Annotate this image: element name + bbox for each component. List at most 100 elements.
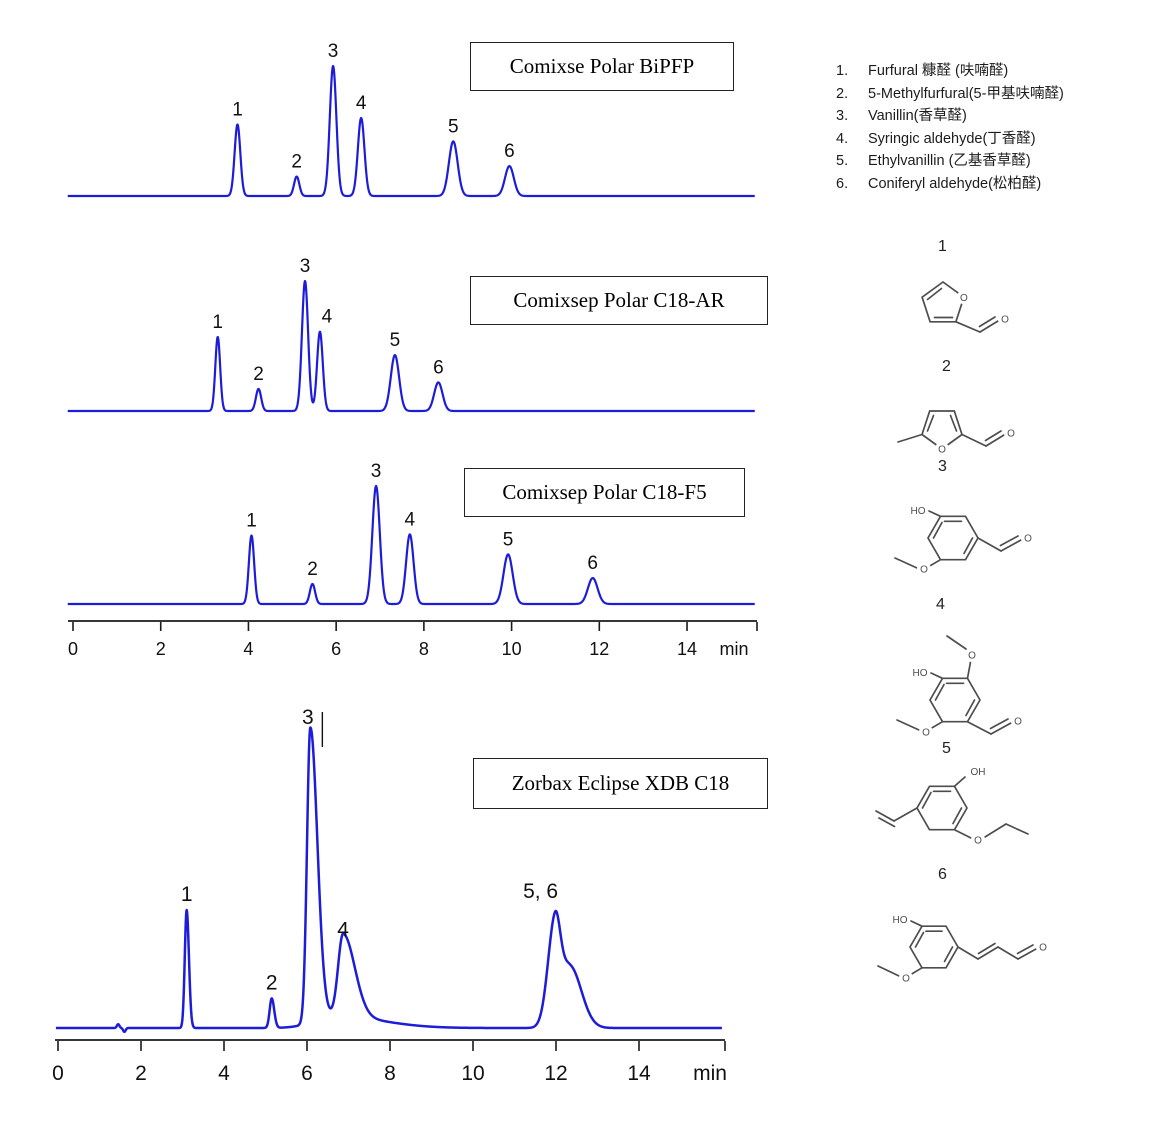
- structure-methylfurfural-drawing: O O: [880, 388, 1055, 473]
- peak-label: 6: [504, 141, 515, 162]
- svg-text:O: O: [1014, 717, 1022, 728]
- structure-syringic-aldehyde-drawing: O HO O O: [875, 622, 1060, 752]
- svg-text:O: O: [938, 445, 946, 456]
- svg-text:HO: HO: [913, 668, 928, 679]
- peak-label: 1: [212, 312, 223, 333]
- peak-label: 4: [405, 509, 416, 530]
- axis-tick-label: 10: [461, 1062, 484, 1085]
- peak-label: 2: [266, 972, 278, 995]
- svg-text:O: O: [968, 651, 976, 662]
- title-box-c18ar: Comixsep Polar C18-AR: [470, 276, 768, 325]
- svg-text:O: O: [1001, 315, 1009, 326]
- peak-label: 6: [587, 553, 598, 574]
- axis-tick-label: 6: [331, 639, 341, 659]
- svg-text:O: O: [974, 836, 982, 847]
- legend-item: 5. Ethylvanillin (乙基香草醛): [836, 150, 1166, 173]
- svg-text:HO: HO: [911, 506, 926, 517]
- axis-tick-label: 14: [677, 639, 697, 659]
- svg-text:O: O: [1039, 943, 1047, 954]
- column-title: Zorbax Eclipse XDB C18: [511, 771, 730, 795]
- chromatogram-panel-zorbax: 1 2 3 4 5, 6: [40, 700, 760, 1040]
- peak-label: 3: [328, 41, 339, 62]
- svg-text:OH: OH: [971, 767, 986, 778]
- time-axis-svg: 0 2 4 6 8 10 12 14 min: [68, 620, 758, 659]
- trace-line: [66, 279, 756, 413]
- legend-number: 1.: [836, 63, 849, 79]
- legend-number: 2.: [836, 85, 849, 102]
- legend-item: 6. Coniferyl aldehyde(松柏醛): [836, 173, 1166, 196]
- svg-text:HO: HO: [893, 915, 908, 926]
- syringic-aldehyde-icon: O HO O O: [896, 635, 1025, 739]
- column-title: Comixsep Polar C18-F5: [502, 480, 707, 504]
- legend-item: 2. 5-Methylfurfural(5-甲基呋喃醛): [836, 83, 1166, 106]
- structure-vanillin-drawing: HO O O: [875, 488, 1060, 593]
- axis-tick-label: 6: [301, 1062, 313, 1085]
- structure-furfural-drawing: O O: [895, 262, 1055, 357]
- axis-tick-label: 14: [627, 1062, 651, 1085]
- title-box-c18f5: Comixsep Polar C18-F5: [464, 468, 745, 517]
- time-axis-top: 0 2 4 6 8 10 12 14 min: [60, 615, 770, 667]
- legend-label: Furfural 糠醛 (呋喃醛): [868, 63, 1009, 79]
- peak-label: 5: [448, 116, 459, 137]
- peak-label: 5: [390, 330, 401, 351]
- chromatogram-trace-svg: 1 2 3 4 5, 6: [55, 706, 723, 1034]
- svg-text:O: O: [902, 974, 910, 985]
- column-title: Comixsep Polar C18-AR: [513, 288, 725, 312]
- peak-label: 4: [337, 918, 349, 941]
- legend-label: Ethylvanillin (乙基香草醛): [868, 153, 1031, 169]
- axis-tick-label: 8: [419, 639, 429, 659]
- trace-line: [55, 726, 723, 1034]
- legend-label: Coniferyl aldehyde(松柏醛): [868, 175, 1042, 192]
- peak-label: 1: [232, 100, 243, 121]
- axis-tick-label: 4: [243, 639, 253, 659]
- structure-ethylvanillin-drawing: OH O: [870, 762, 1065, 859]
- furfural-icon: O O: [921, 280, 1012, 333]
- column-title: Comixse Polar BiPFP: [509, 54, 695, 78]
- structure-number-6: 6: [938, 866, 947, 883]
- svg-text:O: O: [920, 565, 928, 576]
- peak-label: 3: [371, 461, 382, 482]
- axis-tick-label: 10: [502, 639, 522, 659]
- methylfurfural-icon: O O: [897, 410, 1018, 456]
- title-box-zorbax: Zorbax Eclipse XDB C18: [473, 758, 768, 809]
- legend-number: 6.: [836, 175, 849, 192]
- legend-item: 4. Syringic aldehyde(丁香醛): [836, 128, 1166, 151]
- peak-label: 3: [300, 256, 311, 277]
- peak-label: 6: [433, 357, 444, 378]
- axis-unit-label: min: [719, 639, 748, 659]
- svg-text:O: O: [1024, 534, 1032, 545]
- chromatogram-panel-c18ar: 1 2 3 4 5 6: [60, 255, 760, 425]
- peak-label: 3: [302, 706, 314, 729]
- legend-label: Vanillin(香草醛): [868, 108, 967, 124]
- chromatogram-trace-svg: 1 2 3 4 5 6: [66, 461, 756, 606]
- peak-label: 4: [356, 93, 367, 114]
- peak-label: 5, 6: [523, 880, 558, 903]
- svg-text:O: O: [1007, 429, 1015, 440]
- peak-label: 1: [181, 883, 193, 906]
- compound-legend: 1. Furfural 糠醛 (呋喃醛) 2. 5-Methylfurfural…: [836, 60, 1166, 195]
- peak-label: 4: [322, 307, 333, 328]
- axis-unit-label: min: [693, 1062, 727, 1085]
- legend-number: 5.: [836, 153, 849, 169]
- structure-number-2: 2: [942, 358, 951, 375]
- trace-line: [66, 484, 756, 606]
- axis-tick-label: 4: [218, 1062, 230, 1085]
- structure-number-4: 4: [936, 596, 945, 613]
- svg-text:O: O: [960, 293, 968, 304]
- axis-tick-label: 0: [52, 1062, 64, 1085]
- axis-tick-label: 8: [384, 1062, 396, 1085]
- svg-text:O: O: [922, 728, 930, 739]
- structure-number-5: 5: [942, 740, 951, 757]
- axis-tick-label: 2: [135, 1062, 147, 1085]
- legend-item: 1. Furfural 糠醛 (呋喃醛): [836, 60, 1166, 83]
- legend-number: 3.: [836, 108, 849, 124]
- time-axis-bottom: 0 2 4 6 8 10 12 14 min: [40, 1034, 770, 1096]
- legend-item: 3. Vanillin(香草醛): [836, 105, 1166, 128]
- trace-line: [66, 64, 756, 198]
- legend-label: Syringic aldehyde(丁香醛): [868, 130, 1036, 147]
- structure-number-3: 3: [938, 458, 947, 475]
- peak-label: 2: [253, 364, 264, 385]
- ethylvanillin-icon: OH O: [875, 767, 1029, 847]
- vanillin-icon: HO O O: [894, 506, 1035, 576]
